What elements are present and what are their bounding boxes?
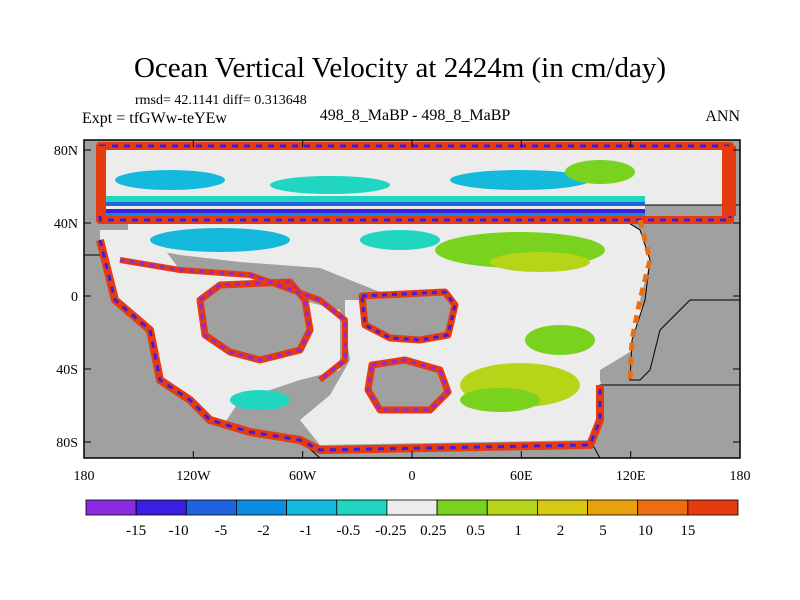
- boundary-c: [364, 356, 452, 414]
- lat-tick-label: 0: [71, 290, 78, 305]
- blob: [525, 325, 595, 355]
- jet-stripe: [100, 196, 645, 202]
- season-label: ANN: [705, 108, 740, 125]
- colorbar-swatch: [637, 499, 689, 516]
- colorbar-swatch: [687, 499, 739, 516]
- jet-stripe: [100, 202, 645, 206]
- colorbar-swatch: [486, 499, 538, 516]
- axis-ticks: [83, 140, 741, 458]
- colorbar-swatch: [536, 499, 588, 516]
- colorbar-label: 15: [680, 523, 695, 539]
- colorbar-label: -15: [126, 523, 146, 539]
- velocity-features: [100, 160, 645, 412]
- lon-tick-label: 120W: [176, 469, 211, 484]
- jet-stripe: [100, 213, 645, 218]
- boundary-b-dash: [360, 290, 457, 342]
- boundary-south-dash: [98, 239, 602, 452]
- jet-stripe: [100, 206, 645, 209]
- colorbar-swatch: [386, 499, 438, 516]
- colorbar-swatch: [436, 499, 488, 516]
- lon-tick-label: 120E: [616, 469, 646, 484]
- colorbar-label: 0.25: [420, 523, 446, 539]
- lat-tick-label: 80S: [56, 436, 78, 451]
- colorbar-label: 1: [514, 523, 522, 539]
- case-subtitle: 498_8_MaBP - 498_8_MaBP: [319, 107, 511, 124]
- colorbar-swatch: [336, 499, 388, 516]
- coastal-boundary: [96, 142, 736, 454]
- axis-labels: 180 120W 60W 0 60E 120E 180 80N 40N 0 40S 80S: [54, 144, 751, 484]
- blob: [230, 390, 290, 410]
- jet-stripe: [100, 209, 645, 213]
- colorbar-swatch: [185, 499, 237, 516]
- colorbar-label: -1: [300, 523, 313, 539]
- boundary-east-edge: [722, 146, 736, 216]
- boundary-a-dash: [198, 280, 312, 362]
- boundary-inner-dash: [119, 258, 347, 382]
- lon-tick-label: 0: [409, 469, 416, 484]
- chart-title: Ocean Vertical Velocity at 2424m (in cm/…: [133, 52, 667, 84]
- map-field: [84, 140, 740, 458]
- blob: [115, 170, 225, 190]
- blob: [150, 228, 290, 252]
- colorbar-swatch: [286, 499, 338, 516]
- colorbar: [85, 499, 739, 516]
- blob: [270, 176, 390, 194]
- colorbar-label: -0.5: [336, 523, 360, 539]
- colorbar-swatch: [587, 499, 639, 516]
- blob: [450, 170, 590, 190]
- lon-tick-label: 60W: [289, 469, 317, 484]
- boundary-west-edge: [96, 146, 106, 216]
- lat-tick-label: 40S: [56, 363, 78, 378]
- colorbar-label: -2: [257, 523, 270, 539]
- experiment-label: Expt = tfGWw-teYEw: [82, 110, 227, 127]
- colorbar-label: 10: [638, 523, 653, 539]
- lon-tick-label: 180: [730, 469, 751, 484]
- colorbar-swatch: [85, 499, 137, 516]
- colorbar-label: 0.5: [466, 523, 485, 539]
- blob: [565, 160, 635, 184]
- lat-tick-label: 80N: [54, 144, 78, 159]
- lat-tick-label: 40N: [54, 217, 78, 232]
- colorbar-labels: -15 -10 -5 -2 -1 -0.5 -0.25 0.25 0.5 1 2 5 10 15: [126, 523, 695, 539]
- colorbar-label: -5: [215, 523, 228, 539]
- continent-se: [589, 384, 740, 458]
- colorbar-label: 2: [557, 523, 565, 539]
- colorbar-swatch: [135, 499, 187, 516]
- rmsd-diff-stats: rmsd= 42.1141 diff= 0.313648: [135, 93, 307, 108]
- colorbar-label: 5: [599, 523, 607, 539]
- colorbar-swatch: [236, 499, 288, 516]
- blob: [490, 252, 590, 272]
- colorbar-label: -10: [169, 523, 189, 539]
- colorbar-label: -0.25: [375, 523, 406, 539]
- blob: [360, 230, 440, 250]
- lon-tick-label: 60E: [510, 469, 533, 484]
- lon-tick-label: 180: [74, 469, 95, 484]
- blob: [460, 388, 540, 412]
